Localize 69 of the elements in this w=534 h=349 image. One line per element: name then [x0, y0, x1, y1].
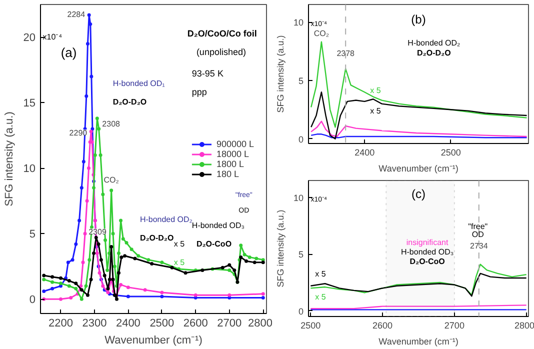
- ref-line-label: 2734: [470, 242, 488, 250]
- legend-label: 900000 L: [216, 138, 254, 148]
- y-axis-title: SFG intensity (a.u.): [275, 35, 286, 113]
- annotation: 93-95 K: [192, 68, 224, 79]
- annotation: OD: [472, 230, 484, 239]
- annotation: (c): [412, 186, 426, 201]
- y-tick-label: 10: [293, 193, 304, 203]
- y-tick-label: 5: [298, 76, 304, 86]
- legend-label: 180 L: [216, 168, 239, 178]
- annotation: D₂O/CoO/Co foil: [187, 28, 257, 38]
- annotation: H-bonded OD₂: [408, 38, 460, 48]
- annotation: 2284: [67, 10, 86, 19]
- y-axis-title: SFG intensity (a.u.): [275, 210, 286, 288]
- y-tick-label: 5: [298, 250, 304, 260]
- x-tick-label: 2200: [48, 318, 73, 330]
- annotation: x 5: [370, 86, 382, 95]
- annotation: insignificant: [406, 238, 449, 248]
- annotation: D₂O-CoO: [196, 240, 232, 249]
- annotation: D₂O-CoO: [410, 257, 445, 266]
- annotation: D₂O-D₂O: [417, 48, 451, 58]
- annotation: x 5: [315, 292, 326, 302]
- x-tick-label: 2600: [372, 320, 393, 330]
- annotation: H-bonded OD₃: [400, 248, 454, 257]
- x-tick-label: 2300: [82, 318, 107, 330]
- annotation: "free": [468, 222, 488, 231]
- x-tick-label: 2800: [514, 320, 534, 330]
- x-tick-label: 2700: [444, 320, 464, 330]
- annotation: x 5: [315, 269, 326, 278]
- annotation: ppp: [192, 87, 207, 98]
- x-tick-label: 2400: [116, 318, 140, 330]
- annotation: D₂O-D₂O: [112, 97, 147, 106]
- x-axis-title: Wavenumber (cm⁻¹): [378, 164, 458, 174]
- x-tick-label: 2800: [248, 318, 273, 330]
- x-axis-title: Wavenumber (cm⁻¹): [378, 336, 458, 346]
- y-tick-label: 0: [298, 134, 304, 144]
- annotation: 2309: [88, 228, 107, 237]
- y-axis-title: SFG intensity (a.u.): [3, 112, 16, 206]
- ref-line-label: 2378: [336, 48, 356, 58]
- annotation: (a): [60, 45, 77, 60]
- y-tick-label: 0: [298, 306, 304, 316]
- y-tick-label: 20: [23, 32, 36, 44]
- x-tick-label: 2700: [217, 318, 242, 330]
- annotation: H-bonded OD₁: [112, 78, 166, 88]
- annotation: (b): [411, 12, 426, 27]
- y-tick-label: 10: [23, 163, 36, 176]
- x-tick-label: 2600: [183, 318, 208, 330]
- annotation: x10⁻⁴: [42, 32, 63, 42]
- y-tick-label: 15: [23, 98, 36, 110]
- annotation: CO₂: [104, 175, 119, 184]
- y-tick-label: 10: [293, 18, 304, 28]
- annotation: 2290: [69, 128, 88, 138]
- y-tick-label: 0: [29, 294, 36, 306]
- x-tick-label: 2500: [150, 318, 174, 330]
- annotation: x 5: [174, 240, 186, 249]
- annotation: 2308: [102, 119, 121, 128]
- annotation: D₂O-D₂O: [140, 233, 174, 242]
- x-tick-label: 2500: [300, 320, 321, 330]
- x-tick-label: 2400: [354, 148, 375, 158]
- annotation: CO₂: [314, 28, 329, 38]
- annotation: (unpolished): [196, 47, 246, 58]
- annotation: x 5: [174, 258, 186, 268]
- annotation: H-bonded OD₃: [192, 221, 245, 230]
- x-tick-label: 2500: [440, 148, 461, 158]
- annotation: H-bonded OD₂: [140, 214, 192, 224]
- legend-label: 1800 L: [216, 158, 244, 168]
- y-tick-label: 5: [29, 228, 36, 241]
- legend-label: 18000 L: [216, 148, 249, 158]
- annotation: x 5: [370, 106, 382, 116]
- x-axis-title: Wavenumber (cm⁻¹): [104, 334, 202, 346]
